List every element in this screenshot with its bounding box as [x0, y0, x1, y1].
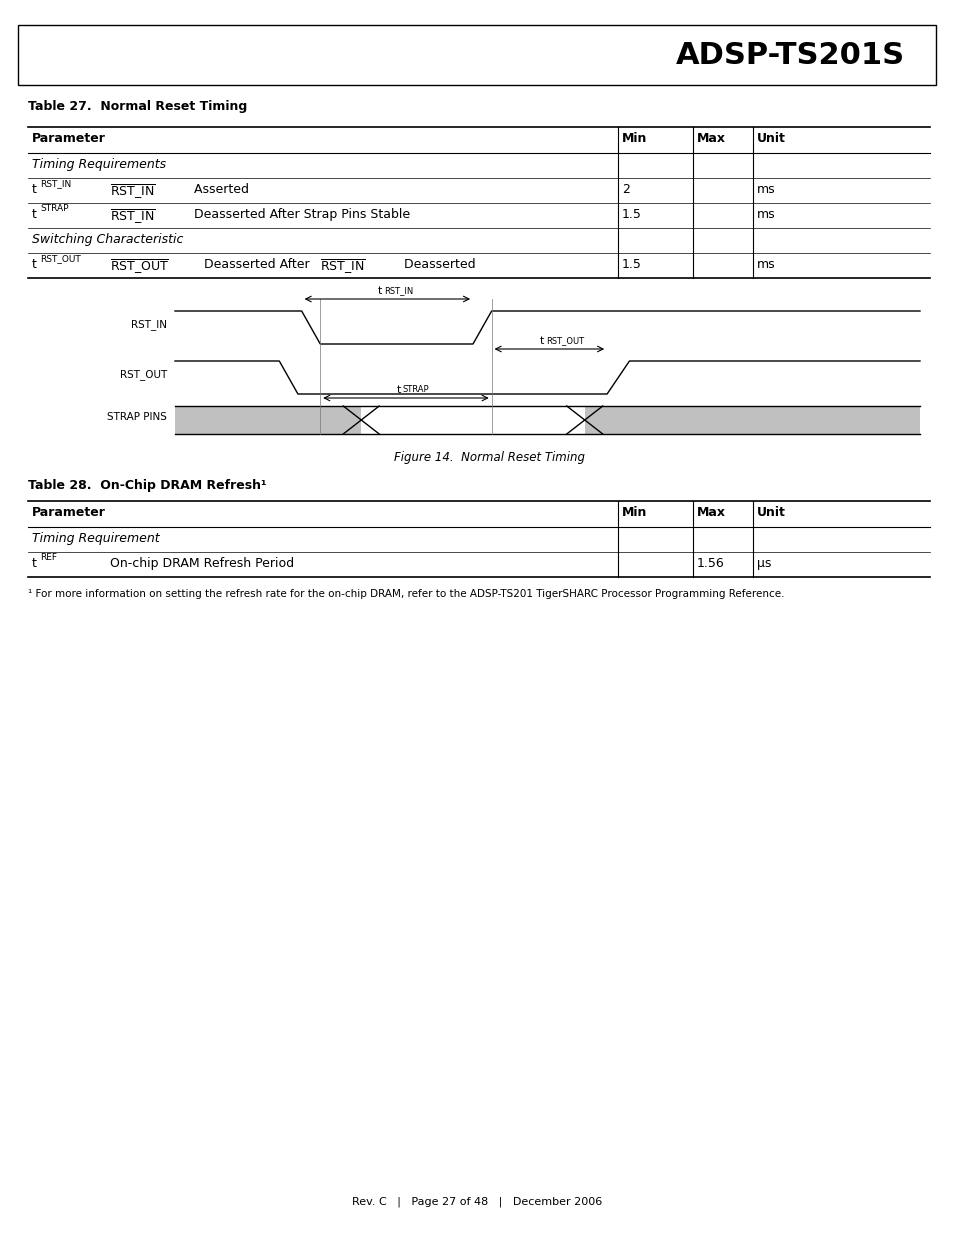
Text: ADSP-TS201S: ADSP-TS201S — [675, 41, 904, 69]
Text: Asserted: Asserted — [190, 183, 249, 196]
Text: RST_OUT: RST_OUT — [40, 254, 81, 263]
FancyBboxPatch shape — [18, 25, 935, 85]
Text: Max: Max — [697, 506, 725, 519]
Text: Min: Min — [621, 132, 647, 144]
Text: ms: ms — [757, 258, 775, 270]
Text: ¹ For more information on setting the refresh rate for the on-chip DRAM, refer t: ¹ For more information on setting the re… — [28, 589, 783, 599]
Text: Table 28.  On-Chip DRAM Refresh¹: Table 28. On-Chip DRAM Refresh¹ — [28, 479, 266, 492]
Text: Deasserted After: Deasserted After — [200, 258, 314, 270]
Text: Min: Min — [621, 506, 647, 519]
Text: Table 27.  Normal Reset Timing: Table 27. Normal Reset Timing — [28, 100, 247, 112]
Text: Deasserted After Strap Pins Stable: Deasserted After Strap Pins Stable — [190, 207, 410, 221]
Bar — [584, 406, 919, 433]
Text: 1.5: 1.5 — [621, 258, 641, 270]
Text: Timing Requirements: Timing Requirements — [32, 158, 166, 170]
Text: Parameter: Parameter — [32, 506, 106, 519]
Text: 1.5: 1.5 — [621, 207, 641, 221]
Text: t: t — [32, 258, 37, 270]
Text: t: t — [539, 336, 544, 346]
Text: $\overline{\mathrm{RST\_OUT}}$: $\overline{\mathrm{RST\_OUT}}$ — [110, 258, 169, 277]
Text: $\overline{\mathrm{RST\_IN}}$: $\overline{\mathrm{RST\_IN}}$ — [319, 258, 365, 277]
Text: Figure 14.  Normal Reset Timing: Figure 14. Normal Reset Timing — [395, 451, 585, 464]
Text: Deasserted: Deasserted — [399, 258, 476, 270]
Text: ms: ms — [757, 183, 775, 196]
Text: μs: μs — [757, 557, 771, 571]
Text: Switching Characteristic: Switching Characteristic — [32, 233, 183, 246]
Text: STRAP: STRAP — [40, 204, 69, 212]
Text: t: t — [32, 207, 37, 221]
Text: REF: REF — [40, 553, 57, 562]
Text: t: t — [32, 183, 37, 196]
Text: STRAP PINS: STRAP PINS — [107, 412, 167, 422]
Text: RST_IN: RST_IN — [384, 287, 414, 295]
Text: RST_IN: RST_IN — [40, 179, 71, 188]
Text: Unit: Unit — [757, 132, 785, 144]
Text: ms: ms — [757, 207, 775, 221]
Text: Max: Max — [697, 132, 725, 144]
Text: $\overline{\mathrm{RST\_IN}}$: $\overline{\mathrm{RST\_IN}}$ — [110, 207, 155, 226]
Text: t: t — [396, 385, 400, 395]
Text: t: t — [377, 287, 382, 296]
Text: $\overline{\mathrm{RST\_IN}}$: $\overline{\mathrm{RST\_IN}}$ — [110, 183, 155, 201]
Text: t: t — [32, 557, 37, 571]
Bar — [174, 406, 361, 433]
Text: Unit: Unit — [757, 506, 785, 519]
Text: 2: 2 — [621, 183, 629, 196]
Text: Parameter: Parameter — [32, 132, 106, 144]
Text: RST_IN: RST_IN — [131, 319, 167, 330]
Text: STRAP: STRAP — [402, 385, 429, 394]
Text: Timing Requirement: Timing Requirement — [32, 532, 159, 545]
Text: RST_OUT: RST_OUT — [120, 369, 167, 380]
Text: 1.56: 1.56 — [697, 557, 724, 571]
Text: RST_OUT: RST_OUT — [546, 336, 584, 345]
Text: Rev. C   |   Page 27 of 48   |   December 2006: Rev. C | Page 27 of 48 | December 2006 — [352, 1197, 601, 1207]
Text: On-chip DRAM Refresh Period: On-chip DRAM Refresh Period — [110, 557, 294, 571]
